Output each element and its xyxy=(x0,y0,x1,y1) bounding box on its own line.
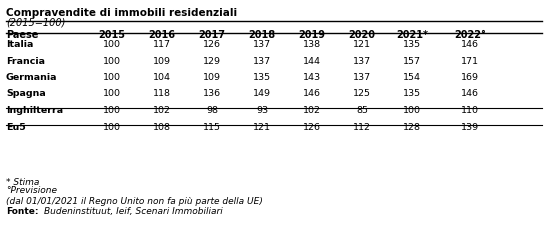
Text: 146: 146 xyxy=(461,89,479,98)
Text: 2016: 2016 xyxy=(149,30,175,40)
Text: 121: 121 xyxy=(353,40,371,49)
Text: 157: 157 xyxy=(403,57,421,65)
Text: Italia: Italia xyxy=(6,40,33,49)
Text: 135: 135 xyxy=(403,89,421,98)
Text: 2018: 2018 xyxy=(248,30,276,40)
Text: Budeninstituut, Ieif, Scenari Immobiliari: Budeninstituut, Ieif, Scenari Immobiliar… xyxy=(44,207,222,216)
Text: 108: 108 xyxy=(153,122,171,132)
Text: Francia: Francia xyxy=(6,57,45,65)
Text: Eu5: Eu5 xyxy=(6,122,26,132)
Text: 2017: 2017 xyxy=(198,30,225,40)
Text: 100: 100 xyxy=(103,57,121,65)
Text: 143: 143 xyxy=(303,73,321,82)
Text: 100: 100 xyxy=(103,106,121,115)
Text: 100: 100 xyxy=(103,73,121,82)
Text: 100: 100 xyxy=(403,106,421,115)
Text: 126: 126 xyxy=(203,40,221,49)
Text: Spagna: Spagna xyxy=(6,89,45,98)
Text: Compravendite di immobili residenziali: Compravendite di immobili residenziali xyxy=(6,8,237,18)
Text: 100: 100 xyxy=(103,40,121,49)
Text: 146: 146 xyxy=(303,89,321,98)
Text: 139: 139 xyxy=(461,122,479,132)
Text: °Previsione: °Previsione xyxy=(6,186,57,195)
Text: 2022°: 2022° xyxy=(454,30,486,40)
Text: 93: 93 xyxy=(256,106,268,115)
Text: 135: 135 xyxy=(253,73,271,82)
Text: (dal 01/01/2021 il Regno Unito non fa più parte della UE): (dal 01/01/2021 il Regno Unito non fa pi… xyxy=(6,197,263,206)
Text: 169: 169 xyxy=(461,73,479,82)
Text: 109: 109 xyxy=(203,73,221,82)
Text: 100: 100 xyxy=(103,89,121,98)
Text: 137: 137 xyxy=(353,57,371,65)
Text: 102: 102 xyxy=(153,106,171,115)
Text: 2020: 2020 xyxy=(349,30,375,40)
Text: 102: 102 xyxy=(303,106,321,115)
Text: 112: 112 xyxy=(353,122,371,132)
Text: 136: 136 xyxy=(203,89,221,98)
Text: 117: 117 xyxy=(153,40,171,49)
Text: 144: 144 xyxy=(303,57,321,65)
Text: 109: 109 xyxy=(153,57,171,65)
Text: 149: 149 xyxy=(253,89,271,98)
Text: 85: 85 xyxy=(356,106,368,115)
Text: 2019: 2019 xyxy=(299,30,326,40)
Text: 110: 110 xyxy=(461,106,479,115)
Text: 2015: 2015 xyxy=(99,30,125,40)
Text: Inghilterra: Inghilterra xyxy=(6,106,63,115)
Text: 125: 125 xyxy=(353,89,371,98)
Text: 146: 146 xyxy=(461,40,479,49)
Text: * Stima: * Stima xyxy=(6,178,39,187)
Text: 137: 137 xyxy=(353,73,371,82)
Text: 138: 138 xyxy=(303,40,321,49)
Text: 137: 137 xyxy=(253,40,271,49)
Text: 137: 137 xyxy=(253,57,271,65)
Text: 104: 104 xyxy=(153,73,171,82)
Text: Germania: Germania xyxy=(6,73,58,82)
Text: 2021*: 2021* xyxy=(396,30,428,40)
Text: 135: 135 xyxy=(403,40,421,49)
Text: 154: 154 xyxy=(403,73,421,82)
Text: 100: 100 xyxy=(103,122,121,132)
Text: Fonte:: Fonte: xyxy=(6,207,38,216)
Text: 118: 118 xyxy=(153,89,171,98)
Text: 129: 129 xyxy=(203,57,221,65)
Text: 171: 171 xyxy=(461,57,479,65)
Text: Paese: Paese xyxy=(6,30,38,40)
Text: 121: 121 xyxy=(253,122,271,132)
Text: 98: 98 xyxy=(206,106,218,115)
Text: (2015=100): (2015=100) xyxy=(6,18,65,28)
Text: 126: 126 xyxy=(303,122,321,132)
Text: 128: 128 xyxy=(403,122,421,132)
Text: 115: 115 xyxy=(203,122,221,132)
